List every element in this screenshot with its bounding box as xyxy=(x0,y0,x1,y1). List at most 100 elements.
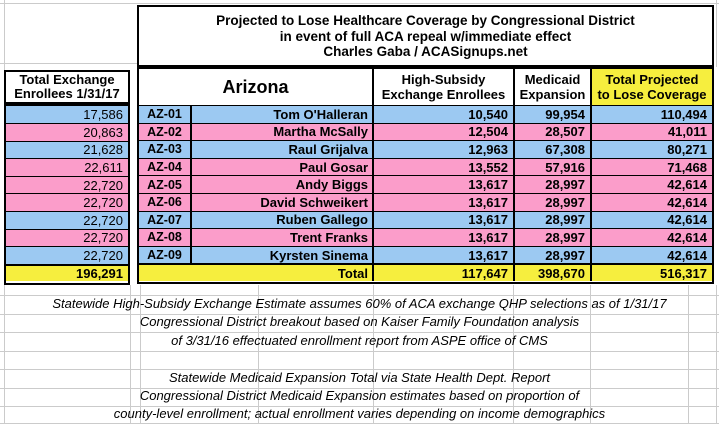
exchange-enrollees-cell: 22,611 xyxy=(6,158,128,176)
representative-cell: Trent Franks xyxy=(190,229,372,246)
medicaid-cell: 28,997 xyxy=(513,246,590,264)
col-header-line: High-Subsidy xyxy=(401,72,486,87)
high-subsidy-cell: 13,617 xyxy=(372,246,513,264)
gridline xyxy=(0,313,719,315)
gridline xyxy=(373,285,374,424)
gridline xyxy=(513,285,514,424)
total-high-subsidy-cell: 117,647 xyxy=(372,265,513,281)
total-projected-cell: 71,468 xyxy=(590,158,712,176)
medicaid-cell: 67,308 xyxy=(513,141,590,158)
gridline xyxy=(0,405,719,407)
exchange-enrollees-column: 17,586 20,863 21,628 22,611 22,720 22,720 22,7… xyxy=(4,103,130,285)
exchange-enrollees-cell: 17,586 xyxy=(6,105,128,124)
district-table: Arizona High-Subsidy Exchange Enrollees … xyxy=(137,67,714,284)
total-medicaid-cell: 398,670 xyxy=(513,265,590,281)
table-row: AZ-08 Trent Franks 13,617 28,997 42,614 xyxy=(139,228,712,246)
district-cell: AZ-05 xyxy=(147,177,182,192)
representative-cell: Ruben Gallego xyxy=(190,211,372,229)
col-header-line: Exchange Enrollees xyxy=(381,87,506,102)
total-projected-cell: 110,494 xyxy=(590,106,712,123)
district-cell: AZ-08 xyxy=(147,230,182,245)
state-header: Arizona xyxy=(222,76,289,97)
district-cell: AZ-03 xyxy=(147,142,182,157)
gridline xyxy=(716,0,717,67)
gridline xyxy=(716,285,717,424)
district-rows: AZ-01 Tom O'Halleran 10,540 99,954 110,494 AZ… xyxy=(139,105,712,264)
medicaid-cell: 28,507 xyxy=(513,123,590,141)
table-row: AZ-01 Tom O'Halleran 10,540 99,954 110,494 xyxy=(139,105,712,123)
gridline xyxy=(0,63,137,64)
medicaid-cell: 99,954 xyxy=(513,106,590,123)
table-title-line: Projected to Lose Healthcare Coverage by… xyxy=(216,13,635,28)
medicaid-cell: 28,997 xyxy=(513,211,590,229)
gridline xyxy=(4,285,5,424)
gridline xyxy=(0,369,719,370)
representative-cell: Martha McSally xyxy=(190,123,372,141)
medicaid-methodology-notes: Statewide Medicaid Expansion Total via S… xyxy=(0,369,719,424)
district-cell: AZ-07 xyxy=(147,212,182,227)
note-line: Congressional District breakout based on… xyxy=(139,314,580,330)
exchange-enrollees-cell: 22,720 xyxy=(6,211,128,229)
total-projected-cell: 42,614 xyxy=(590,193,712,211)
total-projected-cell: 42,614 xyxy=(590,211,712,229)
exchange-enrollees-cell: 22,720 xyxy=(6,175,128,194)
total-projected-cell: 42,614 xyxy=(590,246,712,264)
column-header-row: Arizona High-Subsidy Exchange Enrollees … xyxy=(139,69,712,105)
gridline xyxy=(590,285,591,424)
total-projected-cell: 516,317 xyxy=(590,265,712,281)
representative-cell: Kyrsten Sinema xyxy=(190,246,372,264)
gridline xyxy=(0,295,719,296)
gridline xyxy=(0,387,719,389)
table-row: AZ-09 Kyrsten Sinema 13,617 28,997 42,614 xyxy=(139,245,712,264)
exchange-enrollees-cell: 22,720 xyxy=(6,246,128,264)
district-cell: AZ-06 xyxy=(147,195,182,210)
col-header-line: Medicaid xyxy=(524,72,581,87)
table-row: AZ-04 Paul Gosar 13,552 57,916 71,468 xyxy=(139,157,712,176)
gridline xyxy=(140,285,141,424)
exchange-enrollees-cell: 21,628 xyxy=(6,140,128,159)
exchange-methodology-notes: Statewide High-Subsidy Exchange Estimate… xyxy=(0,295,719,350)
representative-cell: David Schweikert xyxy=(190,193,372,211)
gridline xyxy=(4,0,5,70)
representative-cell: Tom O'Halleran xyxy=(190,106,372,123)
note-line: Statewide Medicaid Expansion Total via S… xyxy=(168,369,551,385)
col-header-medicaid: Medicaid Expansion xyxy=(513,69,590,105)
table-row: AZ-06 David Schweikert 13,617 28,997 42,614 xyxy=(139,192,712,211)
gridline xyxy=(688,285,689,424)
gridline xyxy=(0,3,719,4)
district-cell: AZ-09 xyxy=(147,248,182,263)
table-row: AZ-03 Raul Grijalva 12,963 67,308 80,271 xyxy=(139,140,712,158)
district-cell: AZ-02 xyxy=(147,124,182,139)
exchange-enrollees-cell: 22,720 xyxy=(6,193,128,212)
medicaid-cell: 57,916 xyxy=(513,158,590,176)
note-line: county-level enrollment; actual enrollme… xyxy=(113,406,606,422)
total-projected-cell: 80,271 xyxy=(590,141,712,158)
high-subsidy-cell: 13,617 xyxy=(372,193,513,211)
total-projected-cell: 42,614 xyxy=(590,176,712,193)
table-title-line: in event of full ACA repeal w/immediate … xyxy=(279,28,572,44)
col-header-high-subsidy: High-Subsidy Exchange Enrollees xyxy=(372,69,513,105)
col-header-line: Total Projected xyxy=(605,72,699,87)
high-subsidy-cell: 13,617 xyxy=(372,176,513,193)
high-subsidy-cell: 12,963 xyxy=(372,141,513,158)
high-subsidy-cell: 13,617 xyxy=(372,229,513,246)
representative-cell: Raul Grijalva xyxy=(190,141,372,158)
high-subsidy-cell: 13,552 xyxy=(372,158,513,176)
table-title-block: Projected to Lose Healthcare Coverage by… xyxy=(137,5,714,67)
medicaid-cell: 28,997 xyxy=(513,176,590,193)
col-header-total-projected: Total Projected to Lose Coverage xyxy=(590,69,712,105)
gridline xyxy=(0,350,719,352)
exchange-enrollees-header-line: Total Exchange xyxy=(19,72,115,87)
representative-cell: Andy Biggs xyxy=(190,176,372,193)
gridline xyxy=(0,422,719,424)
note-line: Statewide High-Subsidy Exchange Estimate… xyxy=(52,296,667,311)
total-label-cell: Total xyxy=(139,265,372,281)
table-row: AZ-02 Martha McSally 12,504 28,507 41,011 xyxy=(139,122,712,141)
note-line: Congressional District Medicaid Expansio… xyxy=(139,387,580,403)
district-cell: AZ-01 xyxy=(147,107,182,122)
high-subsidy-cell: 12,504 xyxy=(372,123,513,141)
table-row: AZ-07 Ruben Gallego 13,617 28,997 42,614 xyxy=(139,210,712,229)
gridline xyxy=(0,332,719,333)
representative-cell: Paul Gosar xyxy=(190,158,372,176)
